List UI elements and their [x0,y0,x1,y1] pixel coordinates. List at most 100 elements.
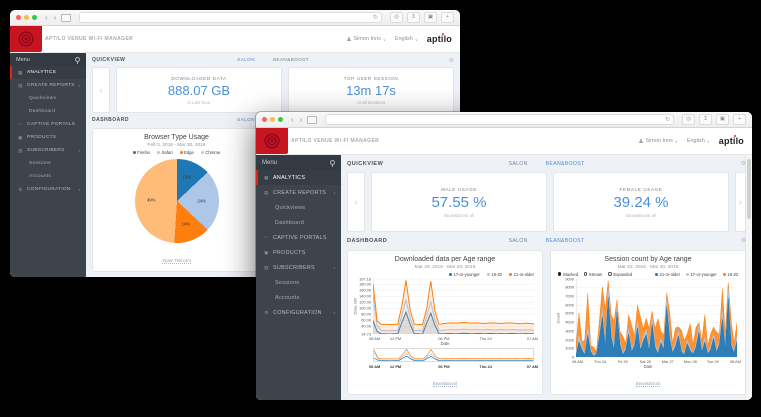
sidebar-subitem-label: Dashboard [29,109,56,114]
zoom-window-button[interactable] [278,117,283,122]
chart-footer-link[interactable]: Bean&Boost [432,381,458,387]
tab-bean-boost[interactable]: BEAN&BOOST [545,237,585,244]
sidebar-item-captive-portals[interactable]: ◠ CAPTIVE PORTALS [10,118,86,131]
language-selector[interactable]: English ∨ [394,36,418,42]
refresh-icon[interactable]: ↻ [664,116,670,123]
tab-bean-boost[interactable]: BEAN&BOOST [545,160,585,167]
scrollbar[interactable] [745,155,752,400]
sidebar-item-subscribers[interactable]: ▥ SUBSCRIBERS ∧ [256,260,341,275]
minimize-window-button[interactable] [24,15,29,20]
tab-salon[interactable]: SALON [508,237,528,244]
sidebar-item-configuration[interactable]: ⚙ CONFIGURATION ∨ [256,305,341,320]
sidebar-item-analytics[interactable]: ▦ ANALYTICS [256,170,341,185]
pin-icon[interactable] [330,160,335,167]
sidebar-item-create-reports[interactable]: ▤ CREATE REPORTS ∧ [256,185,341,200]
chevron-icon: ∨ [78,187,81,192]
mode-option-stream[interactable]: Stream [584,272,602,277]
carousel-prev-button[interactable]: ‹ [347,172,365,232]
sidebar-item-label: SUBSCRIBERS [27,148,65,153]
new-tab-button[interactable]: + [441,12,454,23]
browser-back-icon[interactable]: ‹ [291,114,294,124]
sidebar-subitem-label: Sessions [29,161,51,166]
mode-option-expanded[interactable]: Expanded [608,272,632,277]
share-icon[interactable]: ↥ [699,114,712,125]
line-plot-area[interactable] [373,279,534,334]
series-path [576,297,737,357]
sidebar-navigation: Menu ▦ ANALYTICS ▤ CREATE REPORTS ∧ Quickview… [256,155,341,400]
sidebar-item-analytics[interactable]: ▦ ANALYTICS [10,66,86,79]
x-tick-label: 08 AM [368,364,381,369]
tab-bean-boost[interactable]: BEAN&BOOST [272,57,309,63]
refresh-icon[interactable]: ↻ [372,14,378,21]
sidebar-item-products[interactable]: ▣ PRODUCTS [256,245,341,260]
sidebar-item-subscribers[interactable]: ▥ SUBSCRIBERS ∧ [10,144,86,157]
area-plot-area[interactable] [576,279,737,357]
sidebar-item-configuration[interactable]: ⚙ CONFIGURATION ∨ [10,183,86,196]
minimize-window-button[interactable] [270,117,275,122]
tab-salon[interactable]: SALON [508,160,528,167]
range-navigator[interactable] [373,348,534,362]
legend-item-chrome: Chrome [200,150,220,155]
shield-icon[interactable]: ◎ [390,12,403,23]
sidebar-subitem-quickviews[interactable]: Quickviews [10,92,86,105]
legend-item-17-or-younger: 17-or-younger [448,272,480,277]
chart-footer-link[interactable]: Spain Telecom [162,258,191,264]
sidebar-item-products[interactable]: ▣ PRODUCTS [10,131,86,144]
mode-option-stacked[interactable]: Stacked [558,272,578,277]
user-icon [638,138,643,144]
address-bar[interactable]: ↻ [79,12,382,23]
quickview-cards: ‹ DOWNLOADED DATA 888.07 GB in Last hour… [92,67,454,113]
gear-icon[interactable]: ⚙ [448,57,454,64]
user-menu[interactable]: Simon Inns ∨ [346,36,386,42]
app-logo[interactable]: APTILO VENUE WI-FI MANAGER [10,26,133,52]
sidebar-item-create-reports[interactable]: ▤ CREATE REPORTS ∧ [10,79,86,92]
downloaded-data-per-age-chart: Downloaded data per Age range Mar 23, 20… [347,250,543,395]
scrollbar-thumb[interactable] [747,159,751,219]
y-tick-label: 80.00 [361,311,371,317]
shield-icon[interactable]: ◎ [682,114,695,125]
quickview-section-header: QUICKVIEW SALON BEAN&BOOST ⚙ [92,57,454,64]
sidebar-subitem-dashboard[interactable]: Dashboard [10,105,86,118]
legend-swatch [486,272,490,276]
copy-icon[interactable]: ▣ [716,114,729,125]
sidebar-menu-header[interactable]: Menu [256,155,341,170]
pin-icon[interactable] [75,57,80,64]
app-logo[interactable]: APTILO VENUE WI-FI MANAGER [256,128,379,154]
language-selector[interactable]: English ∨ [686,138,710,144]
legend-swatch [179,150,183,154]
browser-forward-icon[interactable]: › [53,12,57,22]
user-menu[interactable]: Simon Inns ∨ [638,138,678,144]
close-window-button[interactable] [16,15,21,20]
x-axis-title: Date [440,341,450,346]
zoom-window-button[interactable] [32,15,37,20]
copy-icon[interactable]: ▣ [424,12,437,23]
gear-icon[interactable]: ⚙ [740,238,746,244]
address-bar[interactable]: ↻ [325,114,674,125]
sidebar-subitem-dashboard[interactable]: Dashboard [256,215,341,230]
browser-back-icon[interactable]: ‹ [45,12,48,22]
tab-salon[interactable]: SALON [237,57,255,63]
sidebar-item-captive-portals[interactable]: ◠ CAPTIVE PORTALS [256,230,341,245]
sidebar-subitem-accounts[interactable]: Accounts [10,170,86,183]
chart-footer-link[interactable]: Bean&Boost [635,381,661,387]
browser-window-front[interactable]: ‹ › ↻ ◎ ↥ ▣ + APTILO VENUE WI-FI MANAGER [256,112,752,400]
carousel-prev-button[interactable]: ‹ [92,67,110,113]
pie-chart[interactable]: 13% 24% 14% 49% [134,158,219,243]
new-tab-button[interactable]: + [733,114,746,125]
y-tick-label: 4000 [565,319,574,325]
browser-forward-icon[interactable]: › [299,114,303,124]
tab-overview-icon[interactable] [61,13,72,22]
gear-icon[interactable]: ⚙ [740,161,746,167]
sidebar-subitem-label: Sessions [275,279,300,286]
sidebar-menu-header[interactable]: Menu [10,53,86,66]
share-icon[interactable]: ↥ [407,12,420,23]
sidebar-subitem-sessions[interactable]: Sessions [256,275,341,290]
tab-overview-icon[interactable] [307,115,318,124]
close-window-button[interactable] [262,117,267,122]
sidebar-subitem-sessions[interactable]: Sessions [10,157,86,170]
sidebar-subitem-label: Accounts [29,174,52,179]
sidebar-subitem-accounts[interactable]: Accounts [256,290,341,305]
sidebar-item-label: CREATE REPORTS [273,189,327,196]
sidebar-subitem-quickviews[interactable]: Quickviews [256,200,341,215]
tab-salon[interactable]: SALON [237,117,255,123]
